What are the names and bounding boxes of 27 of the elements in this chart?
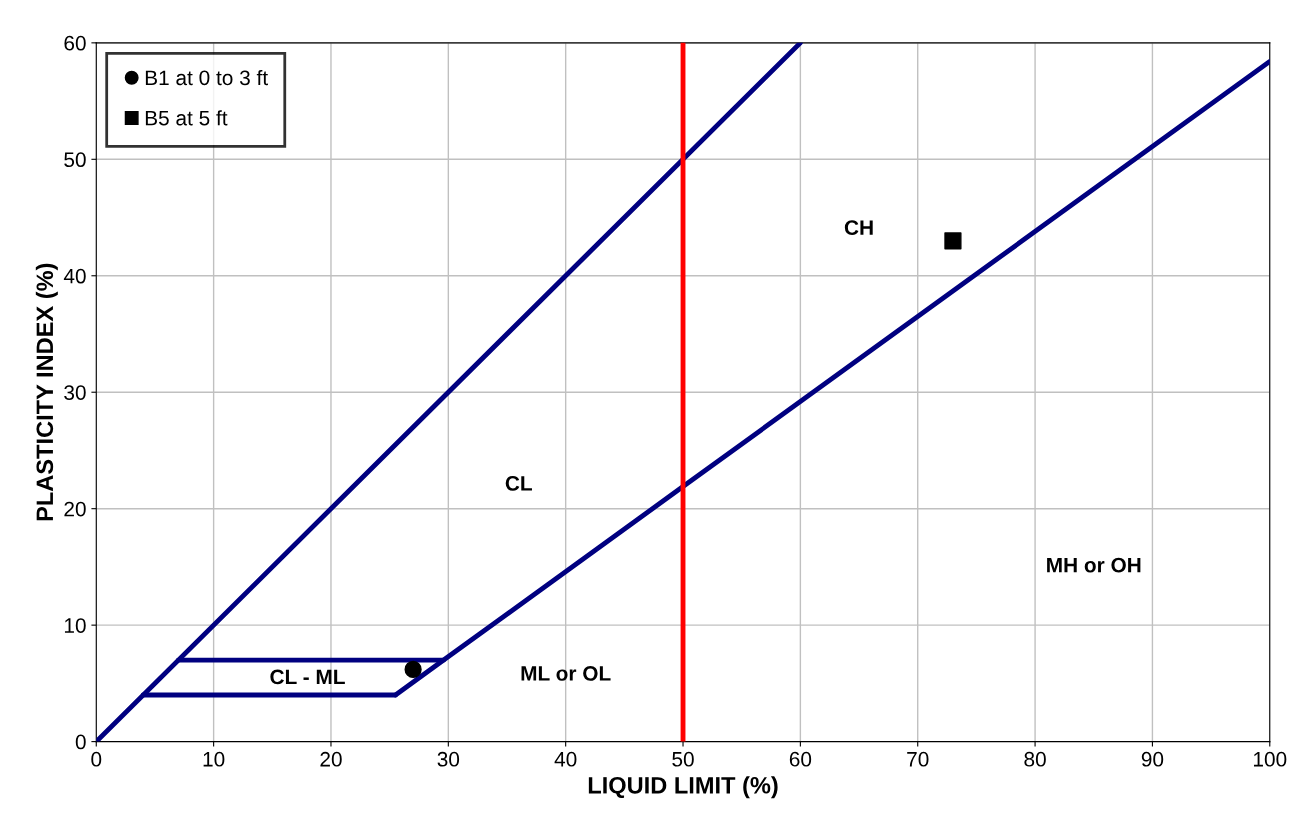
x-tick-label: 40	[554, 751, 577, 767]
annotation: CL - ML	[270, 669, 345, 685]
x-tick-label: 0	[91, 751, 102, 767]
x-tick-label: 70	[907, 751, 929, 767]
y-tick-label: 0	[75, 734, 86, 750]
y-tick-label: 40	[63, 268, 86, 284]
x-tick-label: 100	[1253, 751, 1287, 767]
y-tick-label: 10	[64, 618, 86, 633]
legend-label: B1 at 0 to 3 ft	[145, 69, 268, 86]
annotation: CH	[844, 220, 873, 236]
y-tick-label: 60	[64, 35, 86, 51]
x-tick-label: 20	[320, 751, 342, 767]
x-tick-label: 80	[1024, 751, 1046, 767]
x-tick-label: 10	[203, 751, 225, 767]
x-axis-title: LIQUID LIMIT (%)	[588, 776, 778, 799]
x-tick-label: 90	[1141, 751, 1164, 767]
x-tick-label: 50	[672, 751, 694, 767]
annotation: MH or OH	[1047, 557, 1141, 573]
x-tick-label: 60	[789, 751, 812, 767]
legend-label: B5 at 5 ft	[145, 110, 228, 126]
y-axis-title: PLASTICITY INDEX (%)	[35, 263, 58, 521]
x-tick-label: 30	[437, 751, 460, 767]
y-tick-label: 20	[64, 501, 86, 517]
annotation: ML or OL	[521, 666, 611, 681]
y-tick-label: 30	[64, 385, 86, 400]
y-tick-label: 50	[64, 152, 86, 168]
annotation: CL	[505, 476, 532, 491]
